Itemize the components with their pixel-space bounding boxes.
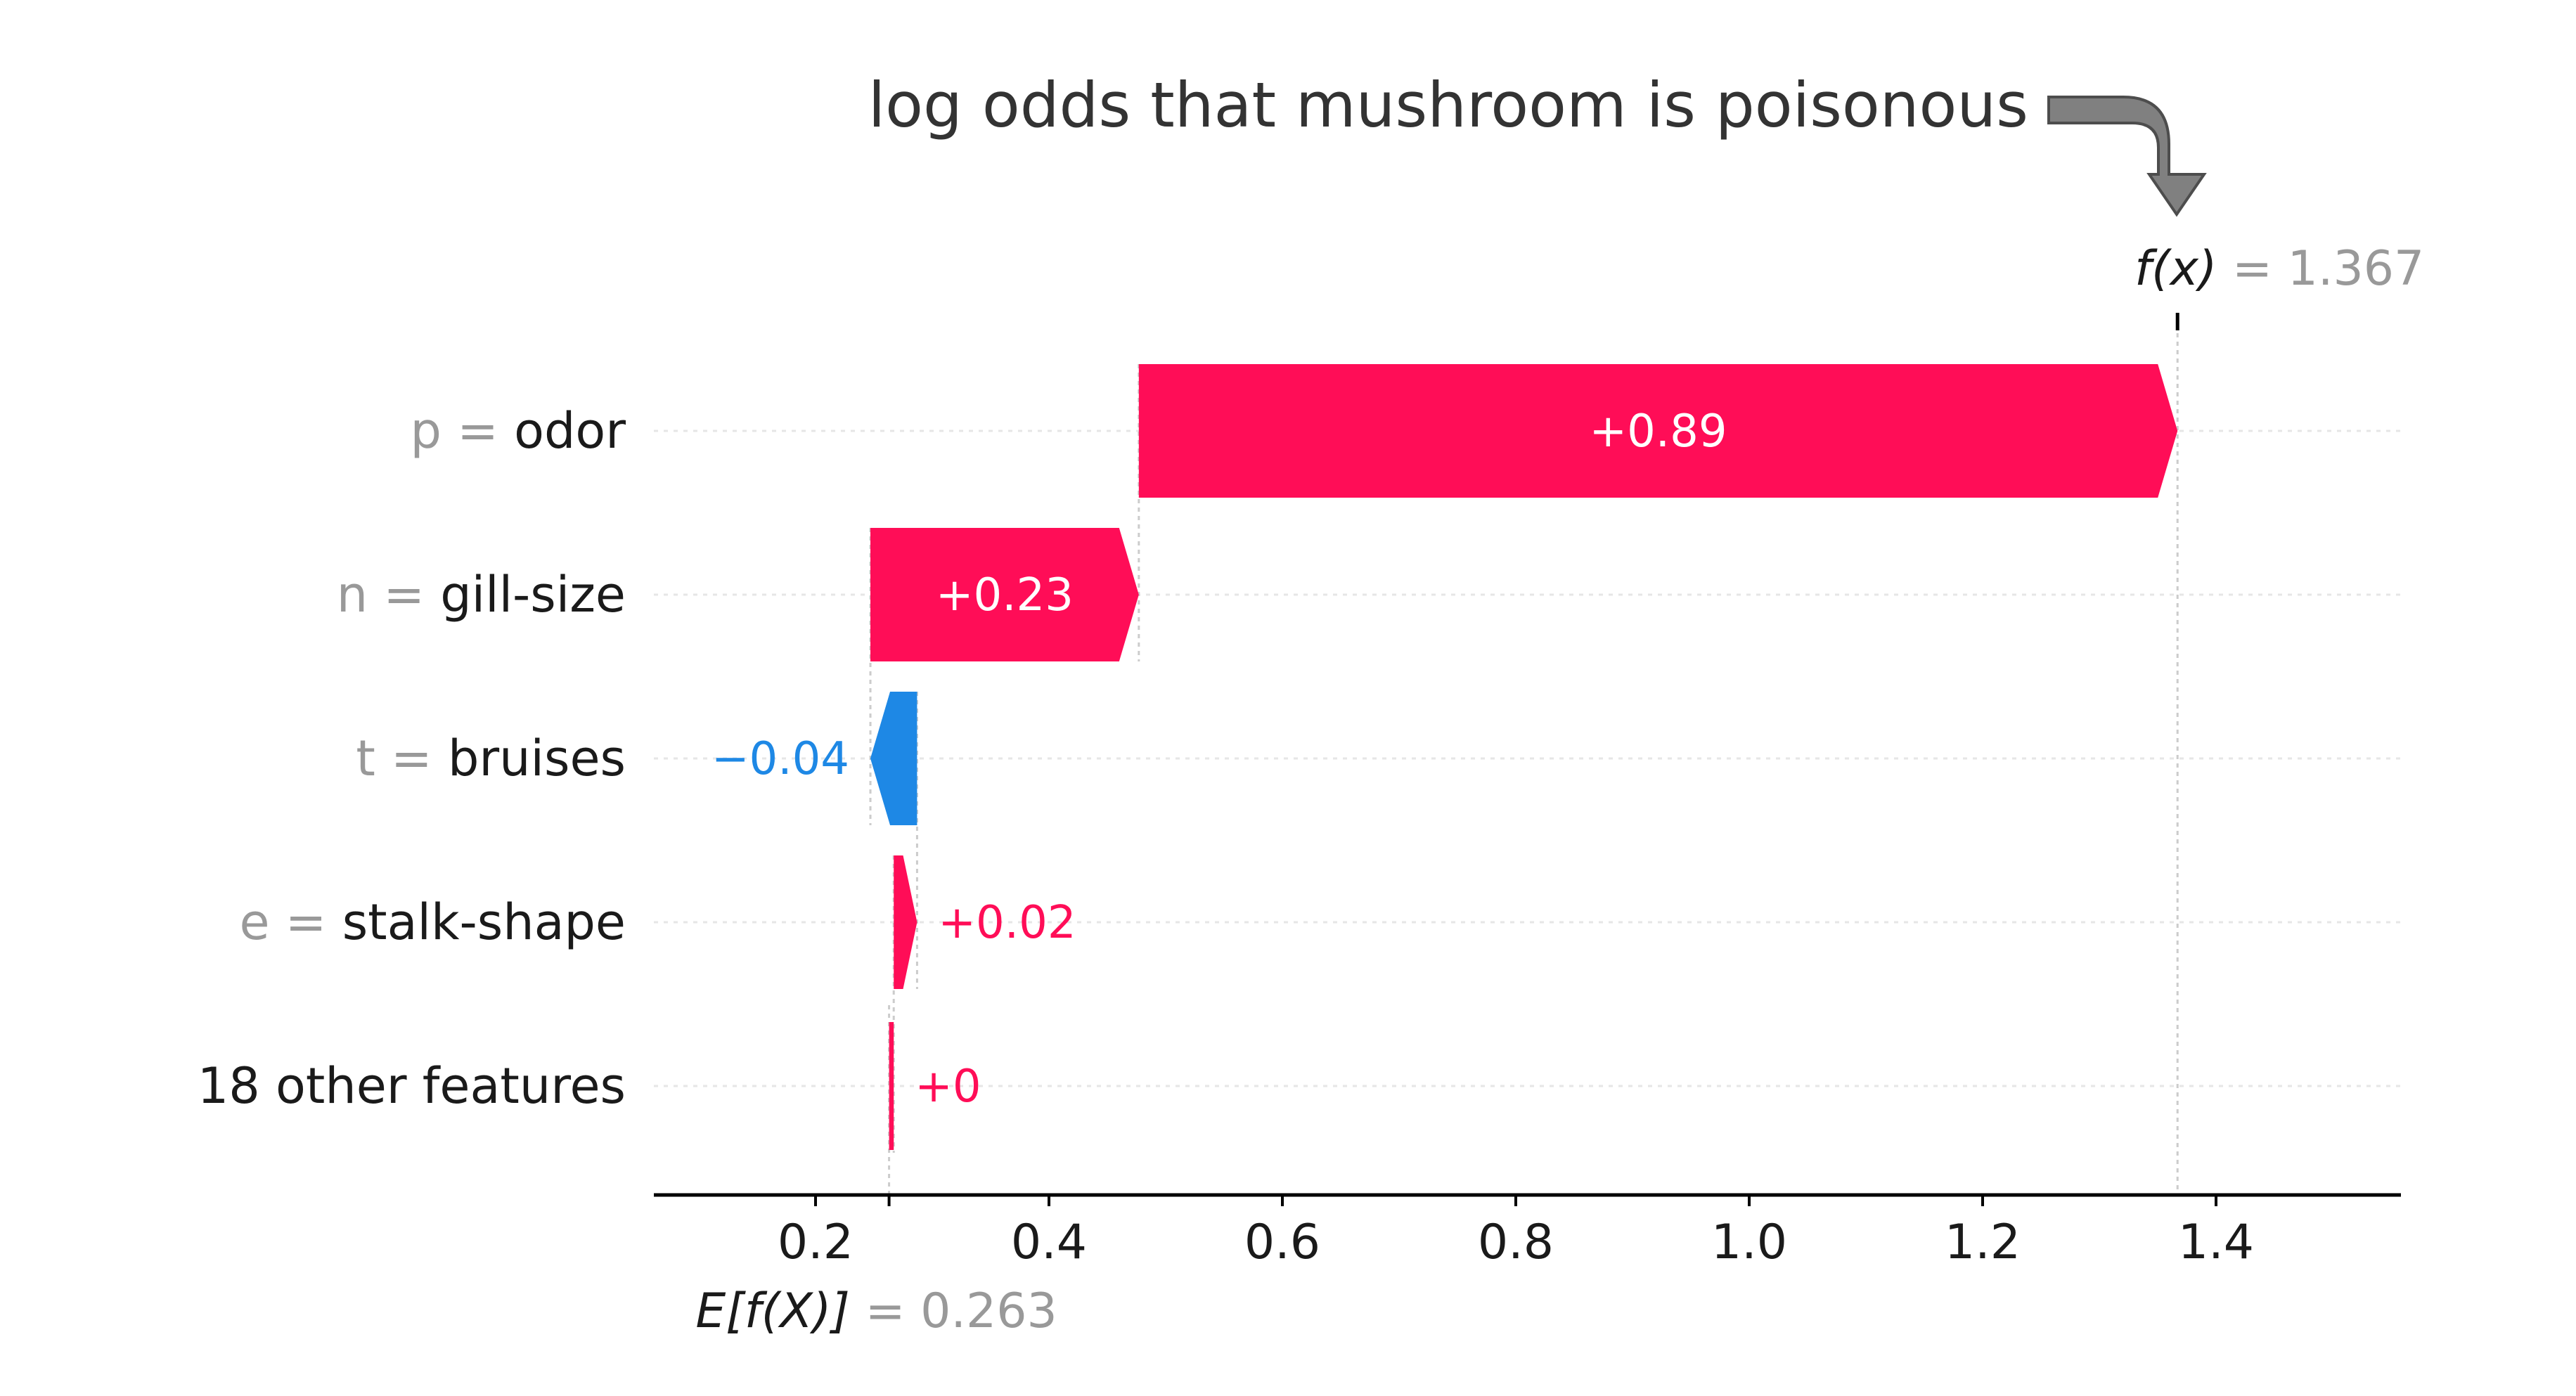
base-value-number: = 0.263 xyxy=(865,1284,1057,1339)
x-tick-label: 0.4 xyxy=(1011,1215,1087,1270)
feature-value-label: e = xyxy=(239,893,342,951)
output-value-label: f(x) = 1.367 xyxy=(2134,241,2424,297)
feature-label: p = odor xyxy=(411,402,626,460)
feature-name-label: odor xyxy=(514,402,626,460)
feature-label: t = bruises xyxy=(356,730,626,787)
base-value-label: E[f(X)] = 0.263 xyxy=(695,1284,1057,1339)
x-axis: 0.2 0.4 0.6 0.8 1.0 1.2 1.4 xyxy=(654,1193,2401,1270)
feature-label: n = gill-size xyxy=(337,566,626,623)
output-value-name: f(x) xyxy=(2134,241,2232,297)
annotation-text: log odds that mushroom is poisonous xyxy=(868,69,2028,141)
waterfall-bar xyxy=(889,1022,894,1150)
feature-rows: +0.89 p = odor +0.23 n = gill-size −0.04 t = … xyxy=(198,364,2178,1150)
bar-value-label: +0 xyxy=(915,1061,981,1113)
base-value-name: E[f(X)] xyxy=(695,1284,865,1339)
bar-value-label: −0.04 xyxy=(711,733,849,785)
x-tick-label: 1.0 xyxy=(1711,1215,1787,1270)
x-tick-label: 0.8 xyxy=(1478,1215,1554,1270)
output-value-number: = 1.367 xyxy=(2232,241,2424,297)
bar-value-label: +0.23 xyxy=(936,569,1074,621)
waterfall-bar xyxy=(870,528,1139,661)
feature-value-label: n = xyxy=(337,566,441,623)
value-annotations: E[f(X)] = 0.263 f(x) = 1.367 xyxy=(695,241,2424,1339)
x-tick-label: 0.2 xyxy=(778,1215,854,1270)
feature-label: 18 other features xyxy=(198,1057,626,1115)
x-tick-label: 1.4 xyxy=(2178,1215,2254,1270)
feature-name-label: stalk-shape xyxy=(342,893,626,951)
feature-name-label: 18 other features xyxy=(198,1057,626,1115)
x-tick-label: 0.6 xyxy=(1244,1215,1320,1270)
x-tick-label: 1.2 xyxy=(1945,1215,2021,1270)
bar-value-label: +0.89 xyxy=(1589,406,1727,458)
curved-down-arrow-icon xyxy=(2047,96,2207,217)
feature-label: e = stalk-shape xyxy=(239,893,626,951)
feature-name-label: gill-size xyxy=(440,566,626,623)
waterfall-bar xyxy=(870,692,917,825)
feature-name-label: bruises xyxy=(448,730,626,787)
feature-value-label: t = xyxy=(356,730,448,787)
feature-value-label: p = xyxy=(411,402,515,460)
waterfall-bar xyxy=(1138,364,2178,498)
bar-value-label: +0.02 xyxy=(938,897,1076,949)
waterfall-bar xyxy=(894,855,917,989)
